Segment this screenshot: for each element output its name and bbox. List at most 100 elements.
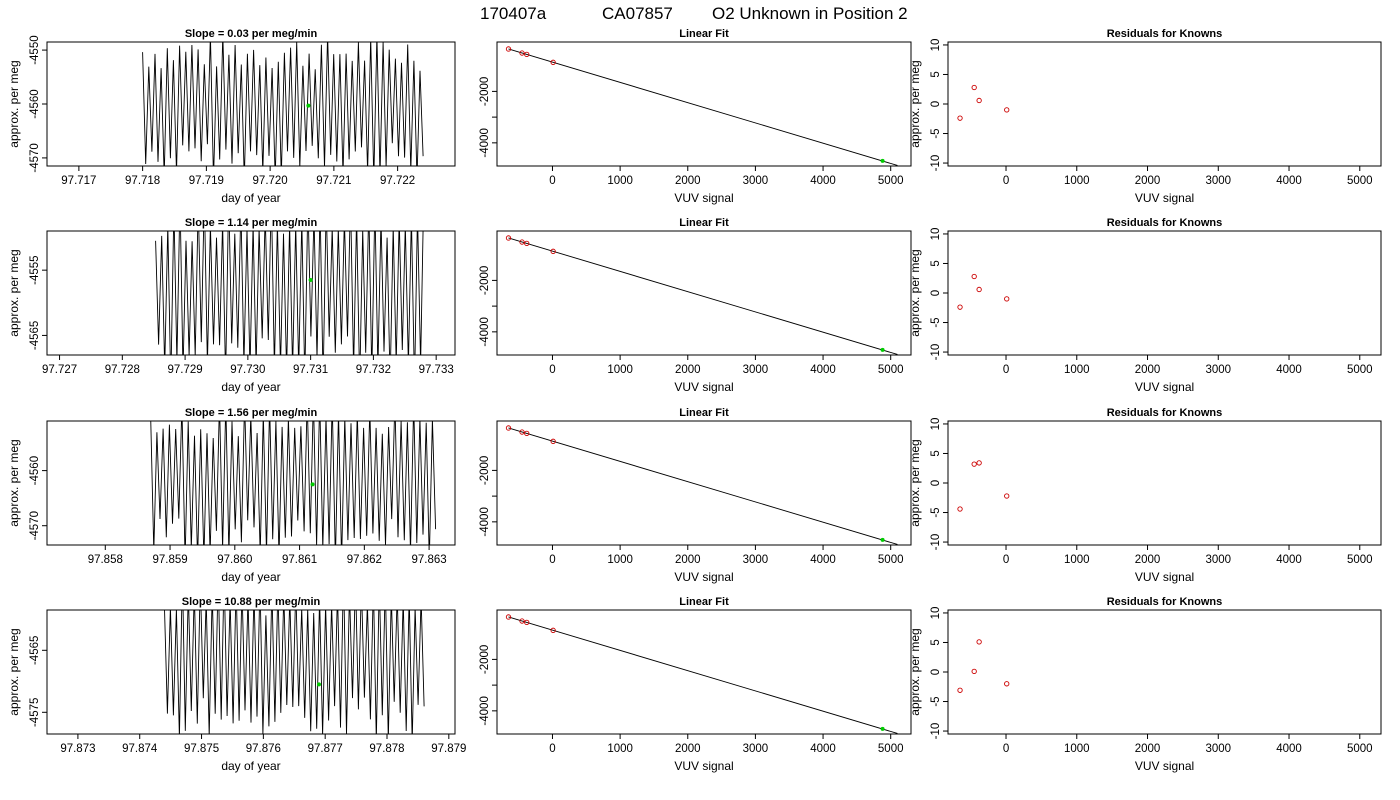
y-tick-label: -4565 <box>29 636 41 665</box>
unknown-point <box>880 726 885 731</box>
panel-title: Residuals for Knowns <box>1107 596 1223 608</box>
plot-frame <box>947 41 1382 167</box>
y-tick-label: -2000 <box>479 645 491 674</box>
y-tick-label: -5 <box>930 507 942 517</box>
plot-frame <box>46 420 456 546</box>
plot-frame <box>496 230 912 356</box>
x-tick-label: 97.861 <box>282 554 317 566</box>
y-tick-label: -4575 <box>29 698 41 727</box>
y-tick-label: -4560 <box>29 456 41 485</box>
panel-title: Residuals for Knowns <box>1107 28 1223 40</box>
y-tick-label: -5 <box>930 696 942 706</box>
y-axis-label: approx. per meg <box>908 439 922 526</box>
y-tick-label: 5 <box>930 639 942 645</box>
unknown-point <box>880 158 885 163</box>
oscillation-trace <box>150 421 437 545</box>
fit-line <box>508 427 898 545</box>
x-axis-label: VUV signal <box>1135 191 1194 205</box>
x-tick-label: 97.874 <box>122 743 158 755</box>
x-tick-label: 97.879 <box>431 743 466 755</box>
x-tick-label: 0 <box>1003 554 1009 566</box>
panel-title: Slope = 10.88 per meg/min <box>182 596 321 608</box>
plot-area <box>505 614 898 734</box>
y-tick-label: -4000 <box>479 317 491 346</box>
known-point <box>550 59 556 65</box>
y-tick-label: -4570 <box>29 511 41 540</box>
x-tick-label: 3000 <box>1205 175 1231 187</box>
residual-point <box>971 668 977 675</box>
y-tick-label: 0 <box>930 480 942 486</box>
unknown-mean-point <box>308 277 313 282</box>
known-point <box>519 618 525 624</box>
unknown-mean-point <box>317 682 321 687</box>
chart-panel-8: Linear Fit 0 1000 2000 3000 4000 5000 VUV signa… <box>479 407 912 584</box>
y-tick-label: 10 <box>930 39 942 52</box>
panel-title: Slope = 0.03 per meg/min <box>185 28 318 40</box>
residual-point <box>1004 493 1010 499</box>
y-axis-label: approx. per meg <box>908 249 922 336</box>
figure-title-desc: O2 Unknown in Position 2 <box>712 4 908 23</box>
x-tick-label: 3000 <box>1205 554 1231 566</box>
x-tick-label: 97.728 <box>105 364 140 376</box>
x-tick-label: 1000 <box>1064 364 1090 376</box>
unknown-mean-point <box>306 103 311 108</box>
y-tick-label: 5 <box>930 260 942 266</box>
x-tick-label: 0 <box>1003 364 1009 376</box>
x-tick-label: 5000 <box>878 554 904 566</box>
fit-line <box>508 48 898 166</box>
residual-point <box>971 461 977 467</box>
x-tick-label: 5000 <box>878 743 904 755</box>
x-tick-label: 4000 <box>1276 175 1302 187</box>
x-tick-label: 97.717 <box>61 175 96 187</box>
x-tick-label: 97.875 <box>184 743 219 755</box>
panel-title: Slope = 1.14 per meg/min <box>185 217 318 229</box>
x-tick-label: 97.878 <box>369 743 404 755</box>
y-tick-label: -4560 <box>29 89 41 118</box>
x-tick-label: 0 <box>549 175 555 187</box>
x-tick-label: 3000 <box>1205 743 1231 755</box>
unknown-point <box>880 537 885 542</box>
x-tick-label: 97.858 <box>88 554 123 566</box>
unknown-mean-point <box>310 482 315 487</box>
y-tick-label: 10 <box>930 228 942 241</box>
chart-panel-3: Residuals for Knowns 0 1000 2000 3000 4000 500… <box>908 28 1382 205</box>
oscillation-trace <box>142 42 424 166</box>
known-point <box>519 50 525 56</box>
panel-title: Linear Fit <box>679 28 729 40</box>
panel-title: Residuals for Knowns <box>1107 407 1223 419</box>
plot-area <box>155 231 424 355</box>
known-point <box>505 235 512 241</box>
y-tick-label: -4000 <box>479 696 491 725</box>
chart-panel-5: Linear Fit 0 1000 2000 3000 4000 5000 VUV signa… <box>479 217 912 394</box>
x-tick-label: 2000 <box>1135 175 1161 187</box>
x-axis-label: VUV signal <box>674 191 733 205</box>
y-axis-label: approx. per meg <box>908 628 922 715</box>
x-tick-label: 97.877 <box>308 743 343 755</box>
y-axis-label: approx. per meg <box>7 60 21 147</box>
known-point <box>519 429 525 435</box>
x-tick-label: 3000 <box>743 743 769 755</box>
x-tick-label: 5000 <box>878 175 904 187</box>
y-axis-label: approx. per meg <box>908 60 922 147</box>
x-axis-label: day of year <box>221 191 280 205</box>
chart-panel-7: Slope = 1.56 per meg/min 97.858 97.859 97.8… <box>7 407 456 584</box>
residual-point <box>971 273 977 280</box>
plot-frame <box>947 420 1382 546</box>
residual-point <box>1004 681 1010 687</box>
x-tick-label: 1000 <box>607 364 633 376</box>
x-tick-label: 1000 <box>607 554 633 566</box>
unknown-point <box>880 347 885 352</box>
known-point <box>524 619 530 625</box>
x-tick-label: 4000 <box>1276 554 1302 566</box>
x-tick-label: 5000 <box>878 364 904 376</box>
y-tick-label: 0 <box>930 101 942 107</box>
y-tick-label: -4000 <box>479 507 491 536</box>
x-tick-label: 4000 <box>810 743 836 755</box>
x-axis-label: VUV signal <box>1135 570 1194 584</box>
x-tick-label: 2000 <box>1135 743 1161 755</box>
figure-title-tank: CA07857 <box>602 4 673 23</box>
x-tick-label: 1000 <box>1064 554 1090 566</box>
x-tick-label: 4000 <box>1276 364 1302 376</box>
x-tick-label: 2000 <box>675 743 701 755</box>
